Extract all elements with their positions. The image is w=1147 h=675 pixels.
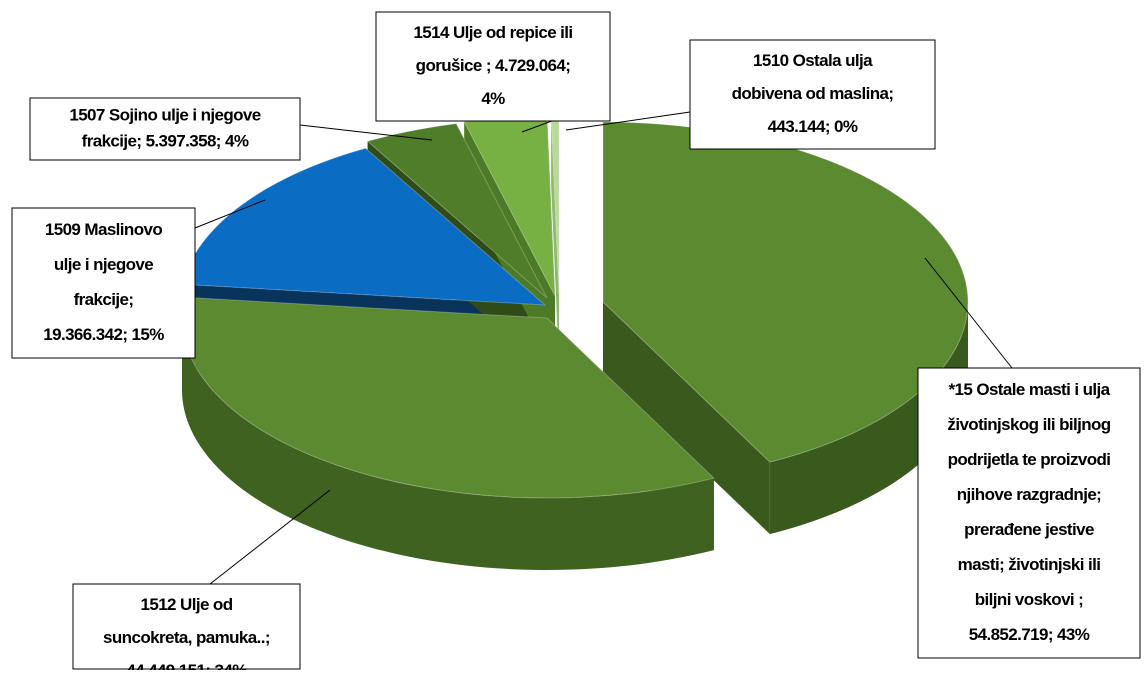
data-label: ulje i njegove — [54, 255, 153, 274]
slice-cut-face — [551, 114, 559, 366]
data-label: 1512 Ulje od — [140, 595, 232, 614]
slice-side — [769, 302, 968, 535]
data-label: 1510 Ostala ulja — [753, 51, 873, 70]
slice — [366, 123, 548, 299]
data-label: životinjskog ili biljnog — [947, 415, 1110, 434]
leader-line — [299, 124, 433, 141]
data-label: 1509 Maslinovo — [45, 220, 162, 239]
data-label: prerađene jestive — [964, 520, 1094, 539]
leader-line — [924, 257, 1013, 369]
leader-line — [565, 111, 691, 131]
data-label: masti; životinjski ili — [958, 555, 1101, 574]
data-label: 1514 Ulje od repice ili — [413, 23, 572, 42]
data-label: njihove razgradnje; — [957, 485, 1101, 504]
label-box — [917, 367, 1141, 659]
data-label: frakcije; 5.397.358; 4% — [82, 131, 249, 150]
data-label: 54.852.719; 43% — [969, 625, 1090, 644]
label-box — [689, 39, 936, 150]
data-label: 4% — [481, 89, 505, 108]
label-box — [11, 207, 196, 359]
data-label: dobivena od maslina; — [732, 84, 894, 103]
slice-cut-face — [603, 302, 770, 535]
data-label: 443.144; 0% — [768, 117, 858, 136]
data-label: *15 Ostale masti i ulja — [948, 380, 1110, 399]
data-label: 19.366.342; 15% — [43, 325, 164, 344]
data-label: podrijetla te proizvodi — [948, 450, 1111, 469]
data-label: 44.449.151; 34% — [126, 661, 247, 670]
label-box — [375, 11, 611, 122]
data-label: biljni voskovi ; — [975, 590, 1083, 609]
label-box — [29, 97, 301, 161]
label-box — [72, 583, 301, 670]
slice-side — [182, 318, 714, 571]
leader-line — [194, 199, 266, 229]
leader-line — [209, 489, 331, 585]
data-label: 1507 Sojino ulje i njegove — [69, 105, 260, 124]
data-label: frakcije; — [74, 290, 134, 309]
data-label: gorušice ; 4.729.064; — [416, 56, 571, 75]
data-label: suncokreta, pamuka..; — [103, 628, 270, 647]
